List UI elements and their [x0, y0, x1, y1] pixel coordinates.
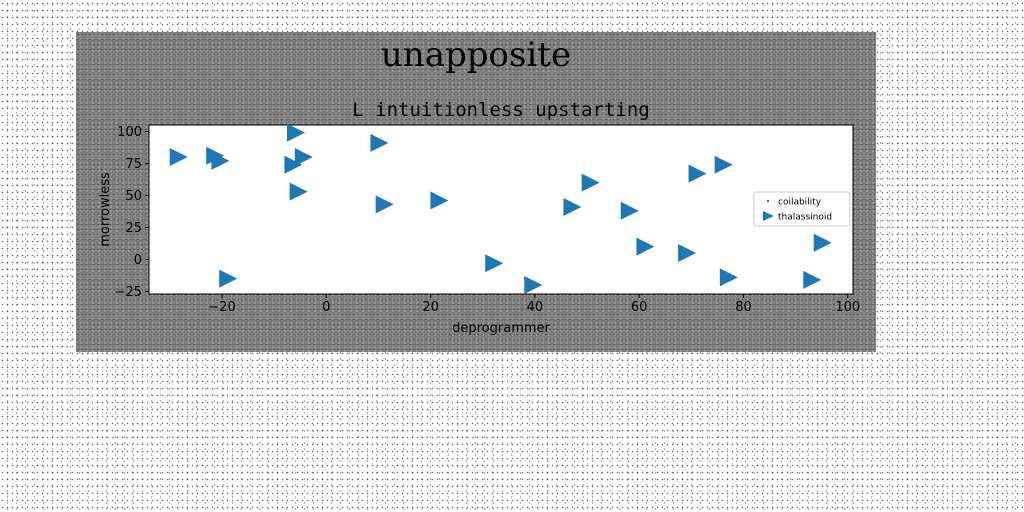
x-tick-label-1: 0	[322, 300, 330, 315]
scatter-point-1-18	[688, 164, 707, 183]
scatter-point-1-10	[430, 191, 449, 210]
scatter-point-1-15	[620, 201, 639, 220]
y-axis-label: morrowless	[98, 172, 113, 247]
x-tick-label-0: −20	[208, 300, 235, 315]
scatter-point-1-12	[524, 276, 543, 295]
x-tick-label-6: 100	[835, 300, 860, 315]
scatter-point-1-8	[370, 133, 389, 152]
scatter-point-1-7	[289, 182, 308, 201]
y-tick-label-5: 100	[117, 125, 142, 140]
x-tick-label-3: 40	[527, 300, 544, 315]
x-tick-label-2: 20	[422, 300, 439, 315]
legend-label-1: thalassinoid	[778, 213, 832, 223]
scatter-point-1-3	[219, 269, 238, 288]
scatter-point-1-0	[169, 148, 188, 167]
y-tick-label-1: 0	[134, 253, 142, 268]
legend-marker-0	[766, 199, 770, 203]
scatter-point-1-19	[714, 155, 733, 174]
x-axis-label: deprogrammer	[452, 321, 550, 336]
legend-label-0: coilability	[778, 198, 822, 208]
y-tick-label-2: 25	[125, 221, 142, 236]
chart-svg: unapposite L intuitionless upstarting −2…	[98, 35, 861, 336]
scatter-point-1-21	[803, 270, 822, 289]
scatter-point-1-14	[581, 173, 600, 192]
chart-suptitle: unapposite	[381, 35, 571, 75]
y-tick-label-3: 50	[125, 189, 142, 204]
scatter-point-1-4	[287, 123, 306, 142]
scatter-point-1-20	[719, 268, 738, 287]
legend-box	[753, 191, 851, 227]
y-tick-label-4: 75	[125, 157, 142, 172]
scatter-point-1-2	[211, 151, 230, 170]
scatter-point-1-22	[813, 233, 832, 252]
scatter-point-1-13	[563, 197, 582, 216]
x-tick-label-5: 80	[735, 300, 752, 315]
legend-marker-1	[763, 211, 774, 221]
y-tick-label-0: −25	[115, 285, 142, 300]
x-tick-label-4: 60	[631, 300, 648, 315]
scatter-point-1-9	[375, 195, 394, 214]
legend: coilability thalassinoid	[753, 191, 851, 227]
scatter-point-1-6	[294, 148, 313, 167]
scatter-point-1-11	[485, 254, 504, 273]
plot-area	[148, 124, 854, 295]
chart-title: L intuitionless upstarting	[352, 99, 649, 121]
axis-ticks: −20 0 20 40 60 80 100 −25 0 25 50 75 100	[115, 125, 861, 315]
chart-figure: unapposite L intuitionless upstarting −2…	[76, 32, 876, 352]
data-marks	[169, 123, 832, 295]
scatter-point-1-5	[284, 155, 303, 174]
scatter-point-1-16	[636, 237, 655, 256]
scatter-point-1-17	[678, 244, 697, 263]
